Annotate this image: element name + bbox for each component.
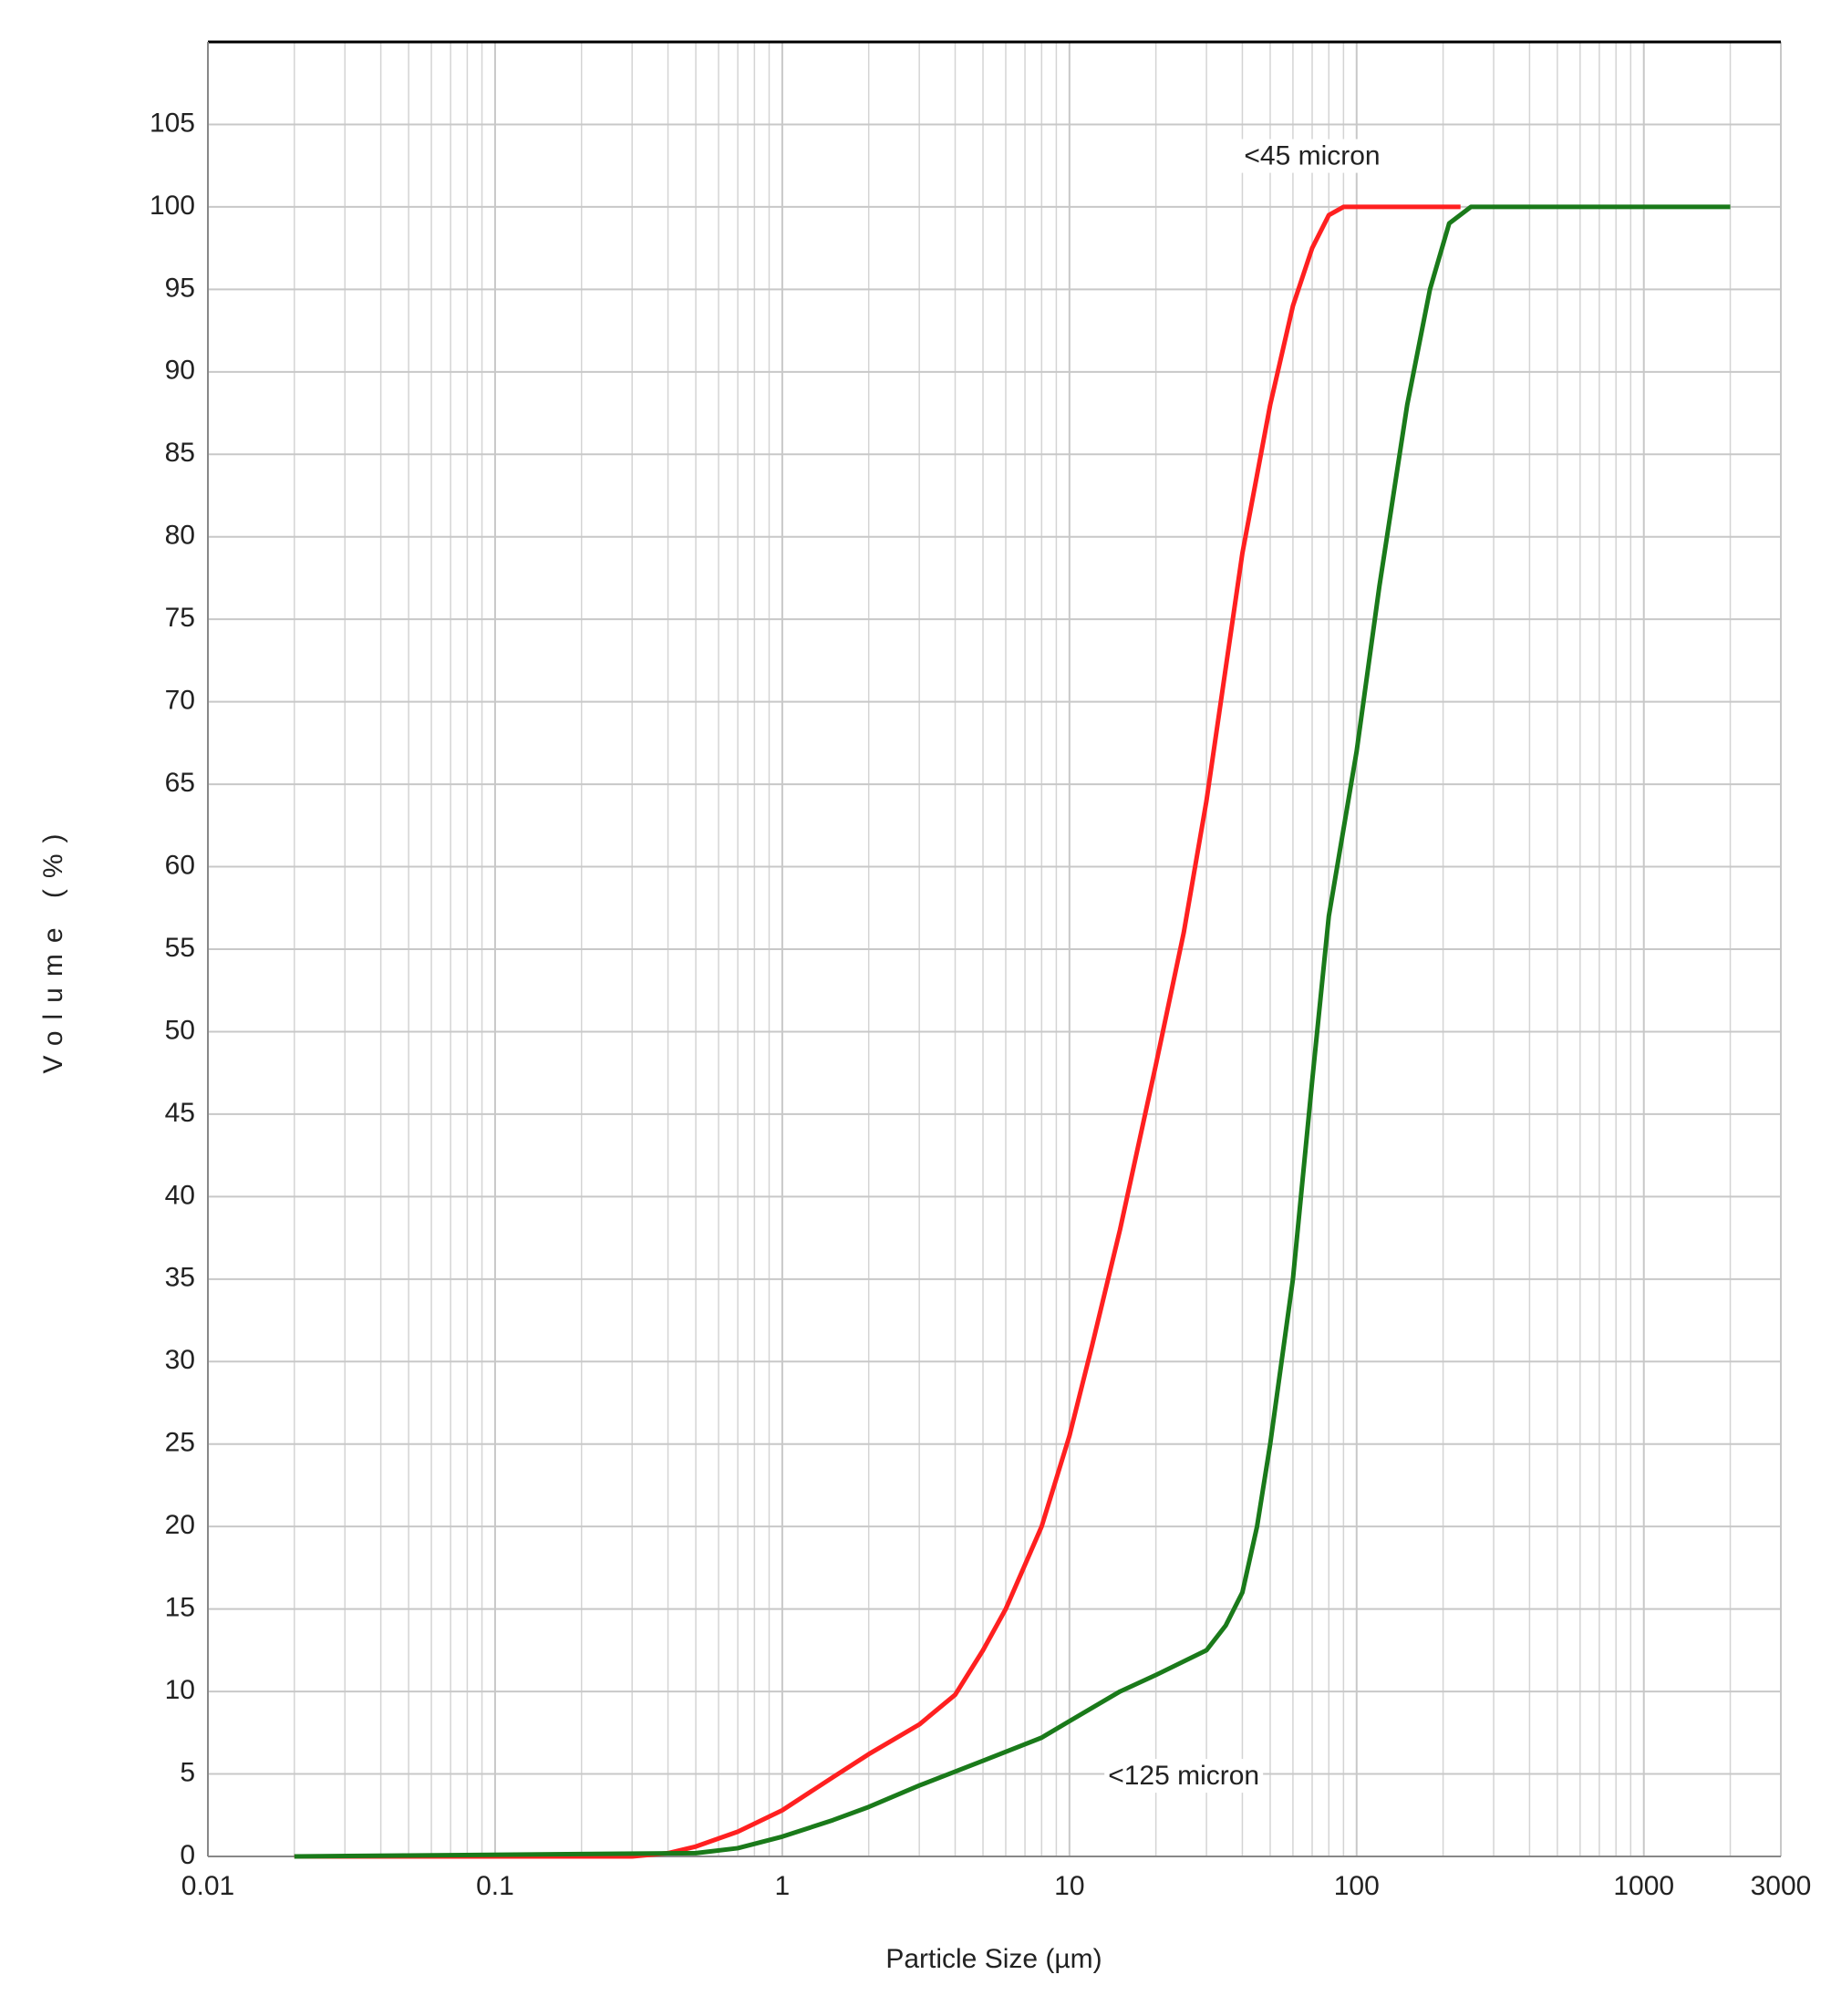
y-tick-label: 40: [165, 1180, 195, 1210]
y-tick-label: 50: [165, 1015, 195, 1045]
y-axis-label: Volume (%): [38, 822, 68, 1073]
series-label-bg: [1104, 1759, 1264, 1794]
x-tick-label: 10: [1054, 1871, 1084, 1901]
y-tick-label: 45: [165, 1098, 195, 1128]
x-tick-label: 1: [775, 1871, 791, 1901]
y-tick-label: 85: [165, 438, 195, 468]
y-tick-label: 70: [165, 686, 195, 716]
x-tick-label: 0.1: [476, 1871, 514, 1901]
data-line: [294, 204, 1461, 1859]
y-tick-label: 80: [165, 521, 195, 551]
y-tick-label: 105: [150, 108, 195, 138]
y-tick-label: 10: [165, 1675, 195, 1705]
x-tick-label: 3000: [1751, 1871, 1812, 1901]
x-tick-label: 0.01: [181, 1871, 234, 1901]
y-tick-label: 25: [165, 1428, 195, 1458]
y-tick-label: 30: [165, 1345, 195, 1375]
x-tick-label: 100: [1334, 1871, 1380, 1901]
y-tick-label: 5: [180, 1757, 195, 1787]
y-tick-label: 60: [165, 850, 195, 880]
y-tick-label: 75: [165, 603, 195, 633]
series-label-bg: [1240, 139, 1384, 173]
series-label: <45 micron: [1244, 141, 1380, 171]
series-label: <125 micron: [1108, 1761, 1259, 1791]
y-tick-label: 0: [180, 1840, 195, 1870]
y-tick-label: 15: [165, 1593, 195, 1623]
y-tick-label: 65: [165, 768, 195, 798]
x-tick-label: 1000: [1613, 1871, 1674, 1901]
data-line: [294, 204, 1731, 1859]
y-tick-label: 20: [165, 1510, 195, 1540]
y-tick-label: 95: [165, 273, 195, 303]
y-tick-label: 90: [165, 356, 195, 386]
x-axis-label: Particle Size (µm): [885, 1944, 1102, 1974]
y-tick-label: 100: [150, 191, 195, 221]
y-tick-label: 55: [165, 933, 195, 963]
y-tick-label: 35: [165, 1263, 195, 1293]
